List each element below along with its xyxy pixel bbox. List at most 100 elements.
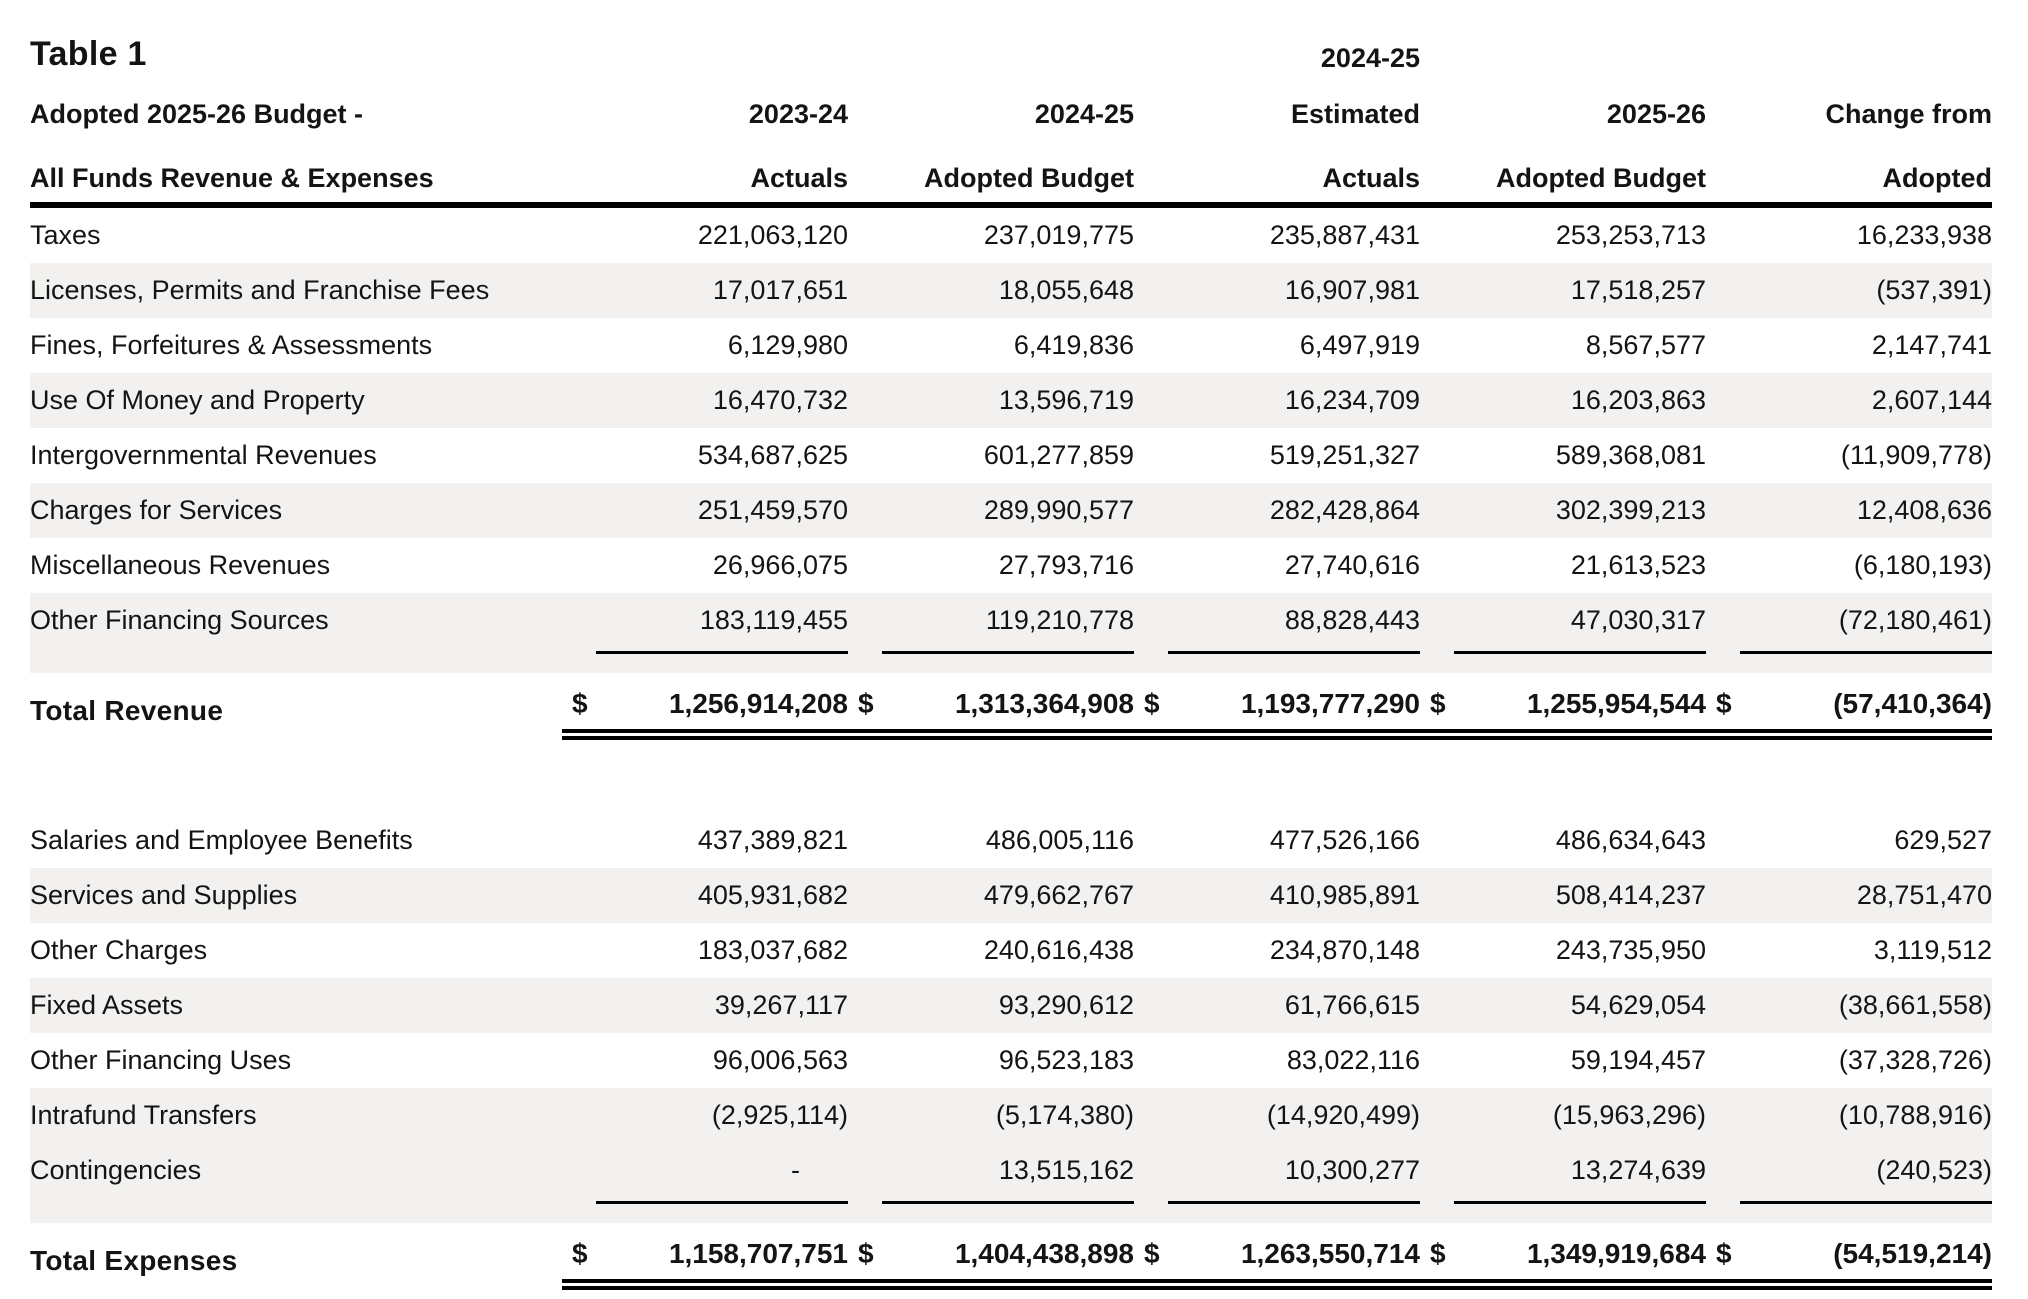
- total-cell: $1,263,550,714: [1134, 1238, 1420, 1290]
- total-cell: $1,193,777,290: [1134, 688, 1420, 740]
- row-label: Contingencies: [30, 1155, 202, 1185]
- cell-value: 302,399,213: [1555, 495, 1706, 525]
- header-col5-top: [1706, 14, 1992, 74]
- cell-value: 508,414,237: [1555, 880, 1706, 910]
- row-label: Fixed Assets: [30, 990, 184, 1020]
- total-expenses-row: Total Expenses $1,158,707,751 $1,404,438,8…: [30, 1223, 1992, 1299]
- total-cell-container: $1,256,914,208: [562, 673, 848, 749]
- table-row: Taxes 221,063,120 237,019,775 235,887,431 25…: [30, 205, 1992, 263]
- total-value: 1,313,364,908: [954, 688, 1134, 719]
- total-value: 1,349,919,684: [1526, 1238, 1706, 1269]
- cell-value: 16,234,709: [1284, 385, 1420, 415]
- rule-row-spacer: [30, 1198, 562, 1223]
- cell-value: 437,389,821: [697, 825, 848, 855]
- cell-value: 8,567,577: [1585, 330, 1706, 360]
- total-value: 1,256,914,208: [668, 688, 848, 719]
- currency-symbol: $: [572, 1238, 588, 1269]
- single-underline: [1740, 1201, 1992, 1204]
- total-cell: $1,158,707,751: [562, 1238, 848, 1290]
- cell-value: 519,251,327: [1269, 440, 1420, 470]
- cell-value: (11,909,778): [1840, 440, 1992, 470]
- table-row: Salaries and Employee Benefits 437,389,82…: [30, 813, 1992, 868]
- single-underline: [882, 1201, 1134, 1204]
- cell-value: 235,887,431: [1269, 220, 1420, 250]
- cell-value: 13,596,719: [998, 385, 1134, 415]
- header-col4-year: 2025-26: [1606, 98, 1706, 129]
- cell-value: 88,828,443: [1284, 605, 1420, 635]
- single-underline: [1168, 651, 1420, 654]
- total-label: Total Revenue: [30, 695, 224, 726]
- header-col1-label: Actuals: [562, 138, 848, 208]
- table-row: Intergovernmental Revenues 534,687,625 601…: [30, 428, 1992, 483]
- table-row: Services and Supplies 405,931,682 479,662,…: [30, 868, 1992, 923]
- single-underline: [882, 651, 1134, 654]
- total-cell-container: $1,255,954,544: [1420, 673, 1706, 749]
- cell-value: 534,687,625: [697, 440, 848, 470]
- row-label: Services and Supplies: [30, 880, 298, 910]
- single-underline: [596, 651, 848, 654]
- total-value: 1,255,954,544: [1526, 688, 1706, 719]
- cell-value: 26,966,075: [712, 550, 848, 580]
- header-col3-year: 2024-25: [1320, 42, 1420, 73]
- row-label: Other Financing Sources: [30, 605, 329, 635]
- spacer-cell: [30, 749, 1992, 813]
- section-spacer: [30, 749, 1992, 813]
- cell-value: 47,030,317: [1570, 605, 1706, 635]
- cell-value: 119,210,778: [985, 605, 1134, 635]
- cell-value: 16,907,981: [1284, 275, 1420, 305]
- header-col2-year: 2024-25: [1034, 98, 1134, 129]
- cell-value: (6,180,193): [1853, 550, 1992, 580]
- total-value: (54,519,214): [1833, 1238, 1992, 1269]
- table-subtitle-line2: All Funds Revenue & Expenses: [30, 138, 562, 208]
- header-line2-row: All Funds Revenue & Expenses Actuals Ado…: [30, 138, 1992, 208]
- currency-symbol: $: [1716, 688, 1732, 719]
- table-row: Other Financing Sources 183,119,455 119,21…: [30, 593, 1992, 648]
- cell-value: 243,735,950: [1555, 935, 1706, 965]
- total-cell-container: $1,404,438,898: [848, 1223, 1134, 1299]
- table-row: Use Of Money and Property 16,470,732 13,59…: [30, 373, 1992, 428]
- cell-value: 410,985,891: [1269, 880, 1420, 910]
- cell-value: 39,267,117: [714, 990, 848, 1020]
- budget-table: Table 1 2024-25 Adopted 2025-26 Budget -…: [30, 14, 1992, 1299]
- cell-value: 96,006,563: [712, 1045, 848, 1075]
- cell-value: 13,274,639: [1570, 1155, 1706, 1185]
- table-row: Licenses, Permits and Franchise Fees 17,0…: [30, 263, 1992, 318]
- table-row: Intrafund Transfers (2,925,114) (5,174,380…: [30, 1088, 1992, 1143]
- row-label: Taxes: [30, 220, 101, 250]
- cell-value: 2,147,741: [1871, 330, 1992, 360]
- section-rule-row: [30, 648, 1992, 673]
- cell-value: 6,497,919: [1299, 330, 1420, 360]
- table-title: Table 1: [30, 34, 147, 73]
- total-value: 1,404,438,898: [954, 1238, 1134, 1269]
- currency-symbol: $: [1144, 1238, 1160, 1269]
- currency-symbol: $: [1430, 688, 1446, 719]
- currency-symbol: $: [858, 1238, 874, 1269]
- header-col3-line1: Estimated: [1290, 98, 1420, 129]
- total-cell: $1,313,364,908: [848, 688, 1134, 740]
- single-underline: [1168, 1201, 1420, 1204]
- cell-value: 21,613,523: [1570, 550, 1706, 580]
- cell-value: (15,963,296): [1552, 1100, 1706, 1130]
- cell-value: 16,470,732: [712, 385, 848, 415]
- header-col1-year: 2023-24: [748, 98, 848, 129]
- rule-cell: [562, 1198, 848, 1223]
- table-row: Other Financing Uses 96,006,563 96,523,183…: [30, 1033, 1992, 1088]
- cell-value: 6,419,836: [1013, 330, 1134, 360]
- row-label: Use Of Money and Property: [30, 385, 365, 415]
- total-cell: $1,256,914,208: [562, 688, 848, 740]
- cell-value: 234,870,148: [1269, 935, 1420, 965]
- total-cell-container: $1,158,707,751: [562, 1223, 848, 1299]
- cell-value: 27,793,716: [998, 550, 1134, 580]
- cell-value: (37,328,726): [1838, 1045, 1992, 1075]
- cell-value: 6,129,980: [727, 330, 848, 360]
- cell-value: 13,515,162: [998, 1155, 1134, 1185]
- rule-cell: [1706, 648, 1992, 673]
- cell-value: 183,037,682: [697, 935, 848, 965]
- single-underline: [596, 1201, 848, 1204]
- row-label: Fines, Forfeitures & Assessments: [30, 330, 433, 360]
- header-col3-label: Actuals: [1134, 138, 1420, 208]
- cell-value: 16,203,863: [1570, 385, 1706, 415]
- table-header: Table 1 2024-25 Adopted 2025-26 Budget -…: [30, 14, 1992, 208]
- cell-value: 237,019,775: [983, 220, 1134, 250]
- rule-cell: [848, 1198, 1134, 1223]
